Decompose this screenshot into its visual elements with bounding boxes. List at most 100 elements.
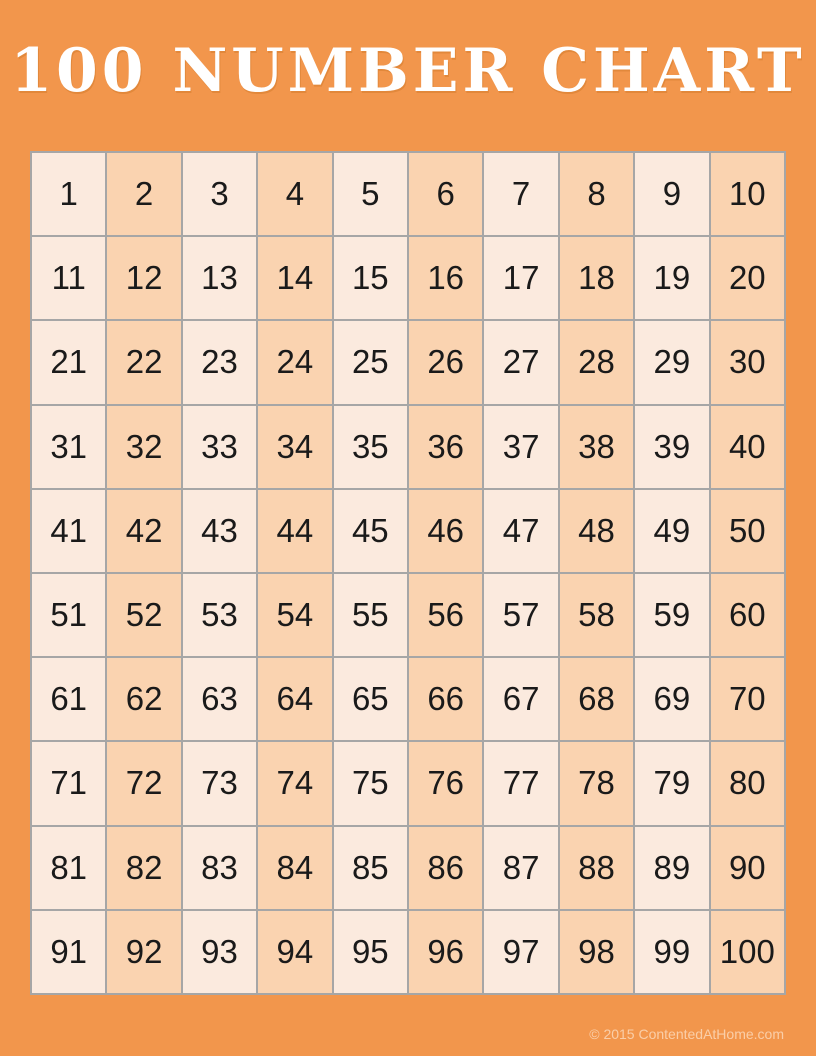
- grid-cell: 96: [409, 910, 483, 993]
- grid-cell: 63: [182, 658, 257, 741]
- grid-cell: 86: [409, 826, 483, 909]
- grid-cell: 64: [258, 658, 332, 741]
- grid-cell: 4: [258, 153, 332, 236]
- grid-cell: 37: [484, 405, 558, 488]
- grid-cell: 22: [107, 321, 181, 404]
- grid-cell: 9: [635, 153, 709, 236]
- grid-cell: 68: [559, 658, 634, 741]
- grid-cell: 19: [635, 237, 709, 320]
- grid-cell: 15: [333, 237, 407, 320]
- grid-cell: 41: [32, 489, 106, 572]
- grid-cell: 81: [32, 826, 106, 909]
- grid-cell: 93: [182, 910, 257, 993]
- grid-cell: 1: [32, 153, 106, 236]
- grid-cell: 18: [559, 237, 634, 320]
- grid-cell: 23: [182, 321, 257, 404]
- page-title: 100 NUMBER CHART: [10, 36, 806, 106]
- grid-cell: 40: [710, 405, 784, 488]
- grid-cell: 97: [484, 910, 558, 993]
- grid-cell: 62: [107, 658, 181, 741]
- grid-cell: 42: [107, 489, 181, 572]
- copyright-footer: © 2015 ContentedAtHome.com: [589, 1026, 784, 1042]
- grid-cell: 16: [409, 237, 483, 320]
- grid-cell: 52: [107, 573, 181, 657]
- grid-cell: 39: [635, 405, 709, 488]
- grid-cell: 12: [107, 237, 181, 320]
- grid-cell: 57: [484, 573, 558, 657]
- grid-cell: 91: [32, 910, 106, 993]
- grid-cell: 79: [635, 742, 709, 825]
- grid-cell: 60: [710, 573, 784, 657]
- grid-cell: 61: [32, 658, 106, 741]
- grid-cell: 14: [258, 237, 332, 320]
- grid-cell: 10: [710, 153, 784, 236]
- grid-cell: 76: [409, 742, 483, 825]
- grid-cell: 53: [182, 573, 257, 657]
- grid-cell: 55: [333, 573, 407, 657]
- grid-cell: 25: [333, 321, 407, 404]
- grid-cell: 6: [409, 153, 483, 236]
- grid-cell: 71: [32, 742, 106, 825]
- grid-cell: 28: [559, 321, 634, 404]
- grid-cell: 69: [635, 658, 709, 741]
- grid-cell: 65: [333, 658, 407, 741]
- grid-cell: 3: [182, 153, 257, 236]
- grid-cell: 20: [710, 237, 784, 320]
- grid-cell: 33: [182, 405, 257, 488]
- grid-cell: 29: [635, 321, 709, 404]
- grid-cell: 2: [107, 153, 181, 236]
- grid-cell: 48: [559, 489, 634, 572]
- grid-cell: 70: [710, 658, 784, 741]
- grid-cell: 21: [32, 321, 106, 404]
- grid-cell: 13: [182, 237, 257, 320]
- grid-cell: 56: [409, 573, 483, 657]
- grid-cell: 11: [32, 237, 106, 320]
- grid-cell: 67: [484, 658, 558, 741]
- grid-cell: 7: [484, 153, 558, 236]
- grid-cell: 89: [635, 826, 709, 909]
- grid-cell: 26: [409, 321, 483, 404]
- grid-cell: 90: [710, 826, 784, 909]
- grid-cell: 30: [710, 321, 784, 404]
- grid-cell: 27: [484, 321, 558, 404]
- grid-cell: 77: [484, 742, 558, 825]
- grid-cell: 17: [484, 237, 558, 320]
- grid-cell: 34: [258, 405, 332, 488]
- grid-cell: 72: [107, 742, 181, 825]
- grid-cell: 44: [258, 489, 332, 572]
- grid-cell: 85: [333, 826, 407, 909]
- grid-cell: 66: [409, 658, 483, 741]
- grid-cell: 98: [559, 910, 634, 993]
- grid-cell: 5: [333, 153, 407, 236]
- grid-cell: 43: [182, 489, 257, 572]
- grid-cell: 100: [710, 910, 784, 993]
- grid-cell: 87: [484, 826, 558, 909]
- grid-cell: 49: [635, 489, 709, 572]
- grid-cell: 46: [409, 489, 483, 572]
- grid-cell: 36: [409, 405, 483, 488]
- grid-cell: 99: [635, 910, 709, 993]
- grid-cell: 32: [107, 405, 181, 488]
- grid-cell: 73: [182, 742, 257, 825]
- grid-cell: 59: [635, 573, 709, 657]
- grid-cell: 54: [258, 573, 332, 657]
- grid-cell: 84: [258, 826, 332, 909]
- grid-cell: 95: [333, 910, 407, 993]
- grid-cell: 38: [559, 405, 634, 488]
- grid-cell: 78: [559, 742, 634, 825]
- grid-cell: 35: [333, 405, 407, 488]
- grid-cell: 31: [32, 405, 106, 488]
- grid-cell: 45: [333, 489, 407, 572]
- grid-cell: 83: [182, 826, 257, 909]
- grid-cell: 74: [258, 742, 332, 825]
- grid-cell: 88: [559, 826, 634, 909]
- grid-cell: 51: [32, 573, 106, 657]
- grid-cell: 24: [258, 321, 332, 404]
- grid-cell: 82: [107, 826, 181, 909]
- grid-cell: 80: [710, 742, 784, 825]
- grid-cell: 50: [710, 489, 784, 572]
- grid-cell: 58: [559, 573, 634, 657]
- grid-cell: 94: [258, 910, 332, 993]
- grid-cell: 8: [559, 153, 634, 236]
- grid-cell: 75: [333, 742, 407, 825]
